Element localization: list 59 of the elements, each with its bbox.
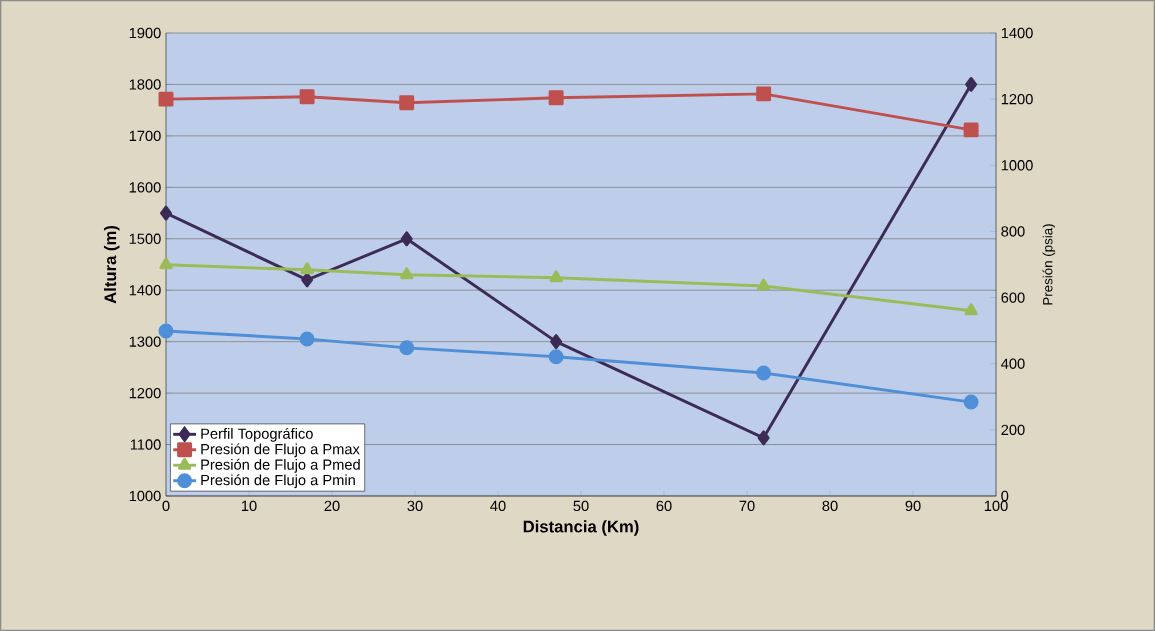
y-tick-label: 1100 [130, 439, 161, 450]
legend-label: Presión de Flujo a Pmed [201, 458, 360, 473]
point [400, 267, 414, 280]
x-tick-label: 50 [573, 500, 589, 512]
point [963, 122, 979, 138]
point [756, 278, 771, 291]
point [964, 303, 978, 316]
y-tick-label: 1200 [129, 387, 161, 399]
y2-tick-label: 200 [1001, 424, 1025, 436]
legend-label: Presión de Flujo a Pmin [201, 474, 355, 489]
x-tick-label: 40 [490, 500, 506, 512]
point [548, 349, 564, 365]
point [299, 331, 315, 347]
y-tick-label: 1800 [129, 79, 161, 90]
y-axis-title: Altura (m) [103, 225, 120, 304]
point [300, 262, 314, 275]
x-axis-title: Distancia (Km) [523, 520, 639, 536]
point [548, 90, 564, 106]
point [550, 334, 563, 350]
y2-axis-title: Presión (psia) [1042, 224, 1056, 305]
legend-label: Presión de Flujo a Pmax [201, 443, 360, 458]
x-tick-label: 90 [905, 500, 921, 512]
legend-label: Perfil Topográfico [201, 427, 313, 442]
x-tick-label: 100 [984, 500, 1008, 512]
x-tick-label: 10 [241, 500, 257, 512]
point [756, 86, 772, 102]
y-tick-label: 1500 [129, 233, 161, 244]
x-tick-label: 0 [162, 500, 170, 512]
y2-tick-label: 1200 [1001, 93, 1033, 105]
y2-tick-label: 1400 [1001, 27, 1033, 39]
point [299, 89, 315, 105]
point [400, 231, 413, 247]
y2-tick-label: 0 [1001, 490, 1009, 502]
point [399, 95, 415, 111]
point [301, 272, 314, 288]
point [160, 205, 172, 221]
x-tick-label: 80 [822, 500, 838, 512]
y-tick-label: 1900 [129, 27, 161, 39]
point [965, 76, 978, 92]
x-tick-label: 60 [656, 500, 672, 512]
y-tick-label: 1400 [129, 285, 161, 296]
point [399, 340, 415, 356]
y2-tick-label: 400 [1001, 358, 1025, 369]
y2-tick-label: 800 [1001, 226, 1025, 237]
point [549, 270, 563, 283]
y2-tick-label: 600 [1001, 292, 1025, 303]
point [756, 365, 772, 381]
x-tick-label: 20 [324, 500, 340, 512]
y-tick-label: 1300 [129, 336, 161, 347]
y2-tick-label: 1000 [1001, 160, 1033, 171]
point [963, 394, 979, 410]
point [757, 430, 770, 446]
y-tick-label: 1700 [129, 130, 161, 142]
x-tick-label: 70 [739, 500, 755, 512]
y-tick-label: 1000 [129, 490, 161, 502]
y-tick-label: 1600 [129, 182, 161, 193]
x-tick-label: 30 [407, 500, 423, 512]
point [158, 91, 174, 107]
point [159, 257, 173, 270]
